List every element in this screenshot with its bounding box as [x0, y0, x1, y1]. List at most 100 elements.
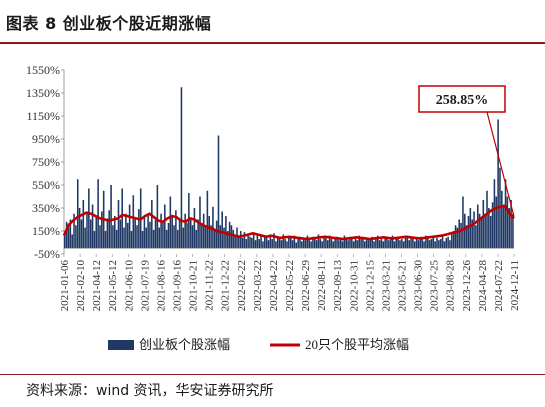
bar: [315, 240, 318, 249]
bar: [493, 179, 496, 249]
bar: [132, 195, 135, 249]
bar: [256, 235, 259, 249]
bar: [141, 231, 144, 249]
bar: [443, 241, 446, 249]
bar: [101, 211, 103, 249]
bar: [184, 213, 186, 249]
line-series: [62, 204, 515, 241]
bar: [252, 233, 255, 249]
bar: [497, 119, 499, 249]
bar: [319, 239, 322, 249]
bar: [145, 227, 148, 249]
callout-box: [418, 85, 506, 113]
bar: [339, 239, 342, 249]
bar: [328, 235, 331, 249]
x-tick-label: 2022-04-22: [268, 260, 280, 311]
bar: [286, 241, 288, 249]
bar: [76, 179, 79, 249]
bar: [247, 234, 249, 249]
x-tick-label: 2022-12-15: [364, 260, 376, 312]
legend-bar-swatch: [108, 340, 134, 350]
bar: [351, 239, 353, 249]
x-tick-label: 2024-07-22: [493, 260, 505, 311]
bar: [91, 204, 94, 249]
y-tick-label: 150%: [32, 224, 60, 238]
bar: [115, 229, 118, 249]
bar: [452, 231, 455, 249]
bar: [297, 239, 299, 249]
bar: [106, 218, 109, 249]
bar: [162, 220, 164, 249]
bar: [378, 240, 381, 249]
bar: [195, 229, 198, 249]
bar: [64, 231, 66, 249]
bar: [254, 240, 257, 249]
bar: [169, 196, 172, 249]
x-tick-label: 2021-10-21: [188, 260, 200, 311]
bar: [221, 211, 223, 249]
bar: [71, 234, 73, 249]
bar: [330, 239, 333, 249]
bar: [108, 210, 111, 249]
bar: [451, 234, 453, 249]
bar: [201, 222, 203, 249]
bar: [460, 222, 462, 249]
y-tick-label: -50%: [34, 247, 60, 261]
bar: [282, 234, 285, 249]
bar: [193, 208, 196, 249]
bar: [332, 241, 335, 249]
bar: [421, 239, 423, 249]
bar: [326, 240, 329, 249]
x-tick-label: 2021-05-12: [107, 260, 119, 311]
bar: [158, 227, 161, 249]
bar: [295, 242, 298, 249]
bar: [84, 227, 86, 249]
x-tick-label: 2022-09-13: [332, 260, 344, 312]
y-axis: 1550% 1350% 1150% 950% 750% 550% 350% 150% -50%: [26, 63, 65, 261]
bar: [502, 204, 505, 249]
bar: [69, 219, 72, 249]
x-tick-label: 2021-06-10: [123, 260, 135, 312]
bar: [215, 220, 218, 249]
bar: [117, 199, 120, 249]
bar: [245, 239, 248, 249]
bar: [467, 216, 470, 249]
bar: [426, 237, 429, 249]
x-axis: 2021-01-06 2021-02-10 2021-04-12 2021-05-12…: [59, 254, 521, 311]
bar: [301, 241, 303, 249]
bar: [476, 204, 479, 249]
bar: [217, 135, 220, 249]
x-tick-label: 2021-01-06: [59, 260, 71, 312]
bar: [325, 237, 327, 249]
bar: [382, 241, 385, 249]
bar: [434, 241, 436, 249]
bar: [364, 241, 366, 249]
bar: [358, 235, 361, 249]
bar: [280, 240, 283, 249]
bar: [152, 229, 155, 249]
bar: [156, 185, 159, 249]
bar: [365, 237, 368, 249]
bar: [393, 241, 396, 249]
bar: [262, 241, 264, 249]
bar: [321, 241, 323, 249]
bar: [80, 219, 83, 249]
bar: [67, 227, 70, 249]
source-rule: [0, 374, 545, 375]
bar: [406, 235, 409, 249]
bar: [154, 218, 157, 249]
bar: [458, 219, 461, 249]
legend-bar-label: 创业板个股涨幅: [139, 337, 230, 352]
bar: [208, 216, 211, 249]
bar: [151, 199, 153, 249]
bar: [449, 240, 451, 249]
x-tick-label: 2023-12-26: [461, 260, 473, 312]
bar: [430, 239, 433, 249]
callout: 258.85%: [418, 85, 515, 217]
bar: [191, 225, 194, 249]
figure-title: 图表 8 创业板个股近期涨幅: [6, 14, 212, 33]
bar: [404, 237, 407, 249]
bar: [423, 241, 425, 249]
bar: [241, 237, 244, 249]
bar: [88, 188, 90, 249]
